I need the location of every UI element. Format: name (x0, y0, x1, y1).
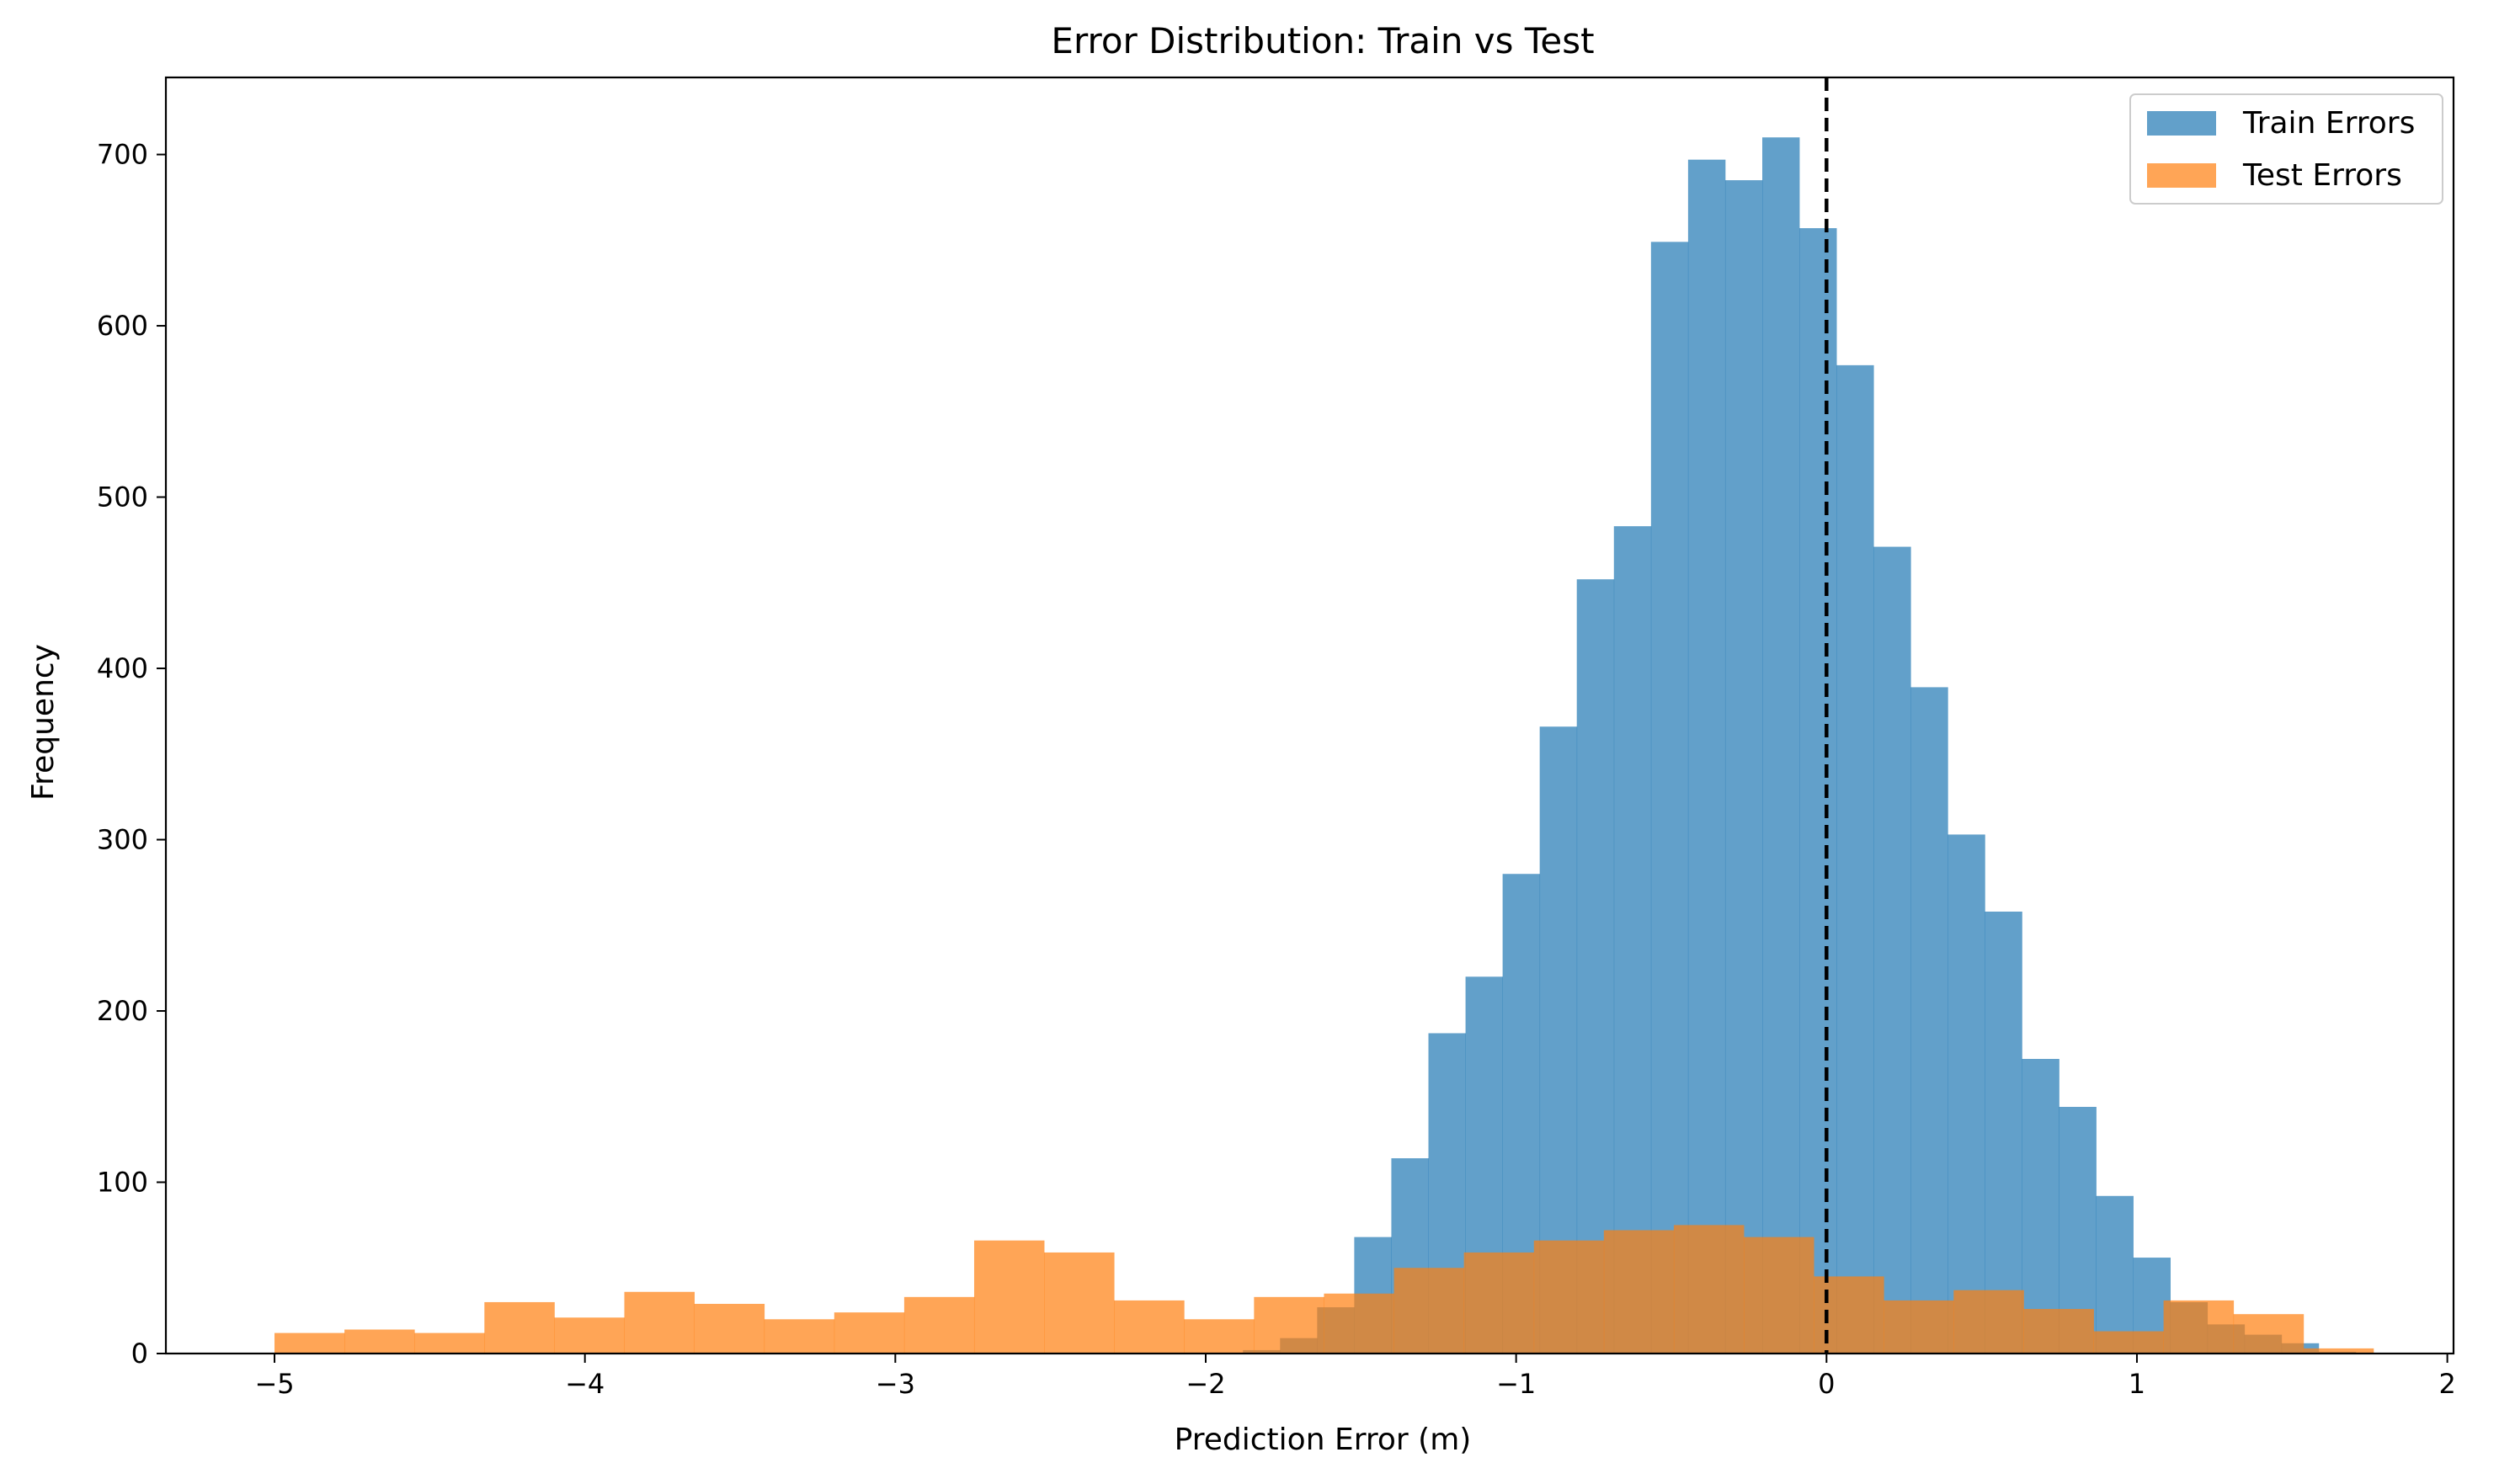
histogram-bar (1114, 1300, 1185, 1354)
histogram-bar (554, 1317, 625, 1354)
y-tick-label: 100 (97, 1167, 148, 1199)
histogram-bar (414, 1332, 485, 1354)
histogram-bar (1044, 1252, 1115, 1354)
histogram-bar (2233, 1314, 2305, 1354)
y-tick-label: 200 (97, 995, 148, 1027)
histogram-bar (1673, 1225, 1745, 1354)
histogram-bar (1393, 1268, 1465, 1354)
histogram-bar (624, 1291, 695, 1354)
histogram-bar (834, 1312, 905, 1354)
histogram-bar (274, 1332, 345, 1354)
histogram-bar (2023, 1309, 2094, 1354)
y-tick-label: 600 (97, 310, 148, 342)
x-tick-label: 1 (2129, 1368, 2145, 1400)
histogram-bar (2022, 1058, 2059, 1354)
x-tick-label: −3 (876, 1368, 915, 1400)
y-tick-label: 500 (97, 481, 148, 513)
x-axis-label: Prediction Error (m) (1175, 1423, 1472, 1457)
histogram-bar (1254, 1296, 1324, 1354)
histogram-bar (1873, 546, 1911, 1354)
plot-frame (164, 76, 2455, 1355)
histogram-bar (764, 1319, 835, 1354)
histogram-bar (484, 1301, 555, 1354)
histogram-bar (1687, 159, 1726, 1354)
bars-layer (274, 137, 2374, 1354)
x-tick-label: −2 (1186, 1368, 1225, 1400)
y-tick-label: 400 (97, 652, 148, 684)
histogram-bar (1953, 1290, 2024, 1354)
legend-swatch (2147, 111, 2216, 136)
histogram-bar (1724, 180, 1763, 1354)
histogram-bar (1650, 242, 1689, 1354)
y-tick-label: 0 (131, 1338, 148, 1370)
x-tick-label: 0 (1818, 1368, 1835, 1400)
histogram-bar (1603, 1230, 1675, 1354)
histogram-bar (2303, 1348, 2374, 1354)
histogram-bar (1948, 834, 1985, 1354)
histogram-bar (1814, 1276, 1884, 1354)
histogram-bar (1324, 1293, 1394, 1354)
histogram-bar (1613, 526, 1652, 1354)
chart-title: Error Distribution: Train vs Test (1051, 20, 1594, 61)
y-tick-label: 700 (97, 139, 148, 171)
y-axis-label: Frequency (26, 644, 61, 801)
legend-label: Test Errors (2242, 158, 2402, 193)
x-tick-label: −4 (565, 1368, 605, 1400)
histogram-bar (1762, 137, 1800, 1354)
histogram-bar (694, 1303, 765, 1354)
x-tick-label: 2 (2438, 1368, 2455, 1400)
histogram-bar (1884, 1300, 1954, 1354)
histogram-bar (2163, 1300, 2235, 1354)
histogram-bar (1985, 911, 2022, 1354)
histogram-bar (2096, 1195, 2134, 1354)
legend-label: Train Errors (2242, 106, 2415, 141)
series-test-bars (274, 1225, 2374, 1354)
histogram-bar (1463, 1252, 1535, 1354)
histogram-bar (1836, 364, 1874, 1354)
x-tick-label: −5 (254, 1368, 294, 1400)
y-tick-label: 300 (97, 824, 148, 856)
legend-swatch (2147, 163, 2216, 188)
histogram-bar (1799, 228, 1837, 1354)
legend: Train Errors Test Errors (2129, 93, 2443, 205)
x-tick-label: −1 (1496, 1368, 1536, 1400)
histogram-bar (344, 1329, 415, 1354)
histogram-bar (1576, 579, 1615, 1354)
histogram-bar (903, 1296, 975, 1354)
histogram-bar (1533, 1240, 1605, 1354)
histogram-bar (973, 1240, 1045, 1354)
histogram-bar (2093, 1331, 2165, 1354)
histogram-bar (1910, 687, 1948, 1354)
histogram-bar (1744, 1237, 1814, 1354)
axes-layer: −5 −4 −3 −2 −1 0 1 2 0 100 200 300 400 500 600 700 (97, 76, 2456, 1400)
histogram-bar (1184, 1319, 1255, 1354)
